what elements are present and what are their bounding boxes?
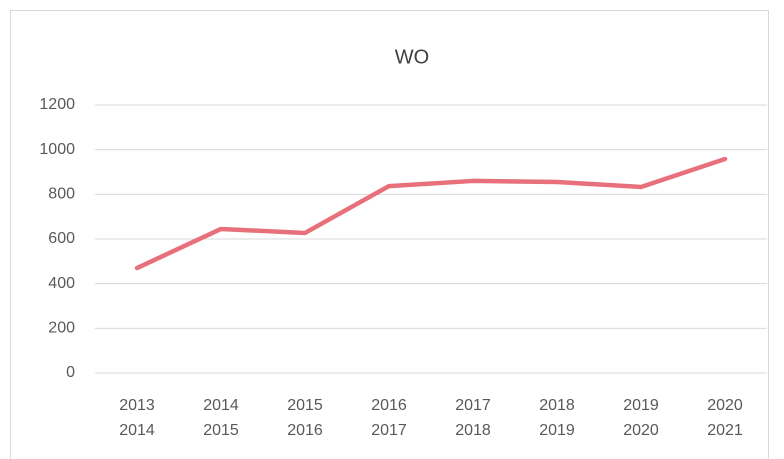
chart-title: WO: [395, 46, 429, 68]
y-tick-label: 400: [48, 275, 75, 292]
x-tick-label: 2015: [203, 422, 239, 439]
y-tick-label: 200: [48, 320, 75, 337]
x-tick-label: 2016: [371, 397, 407, 414]
x-tick-label: 2020: [707, 397, 743, 414]
x-tick-label: 2021: [707, 422, 743, 439]
y-tick-label: 600: [48, 230, 75, 247]
x-tick-label: 2013: [119, 397, 155, 414]
x-tick-label: 2019: [539, 422, 575, 439]
x-tick-label: 2016: [287, 422, 323, 439]
x-tick-label: 2020: [623, 422, 659, 439]
y-tick-label: 800: [48, 186, 75, 203]
x-tick-label: 2015: [287, 397, 323, 414]
x-tick-label: 2014: [203, 397, 239, 414]
x-tick-label: 2018: [539, 397, 575, 414]
x-tick-label: 2014: [119, 422, 155, 439]
data-line: [134, 156, 728, 271]
x-tick-label: 2017: [371, 422, 407, 439]
x-tick-label: 2017: [455, 397, 491, 414]
x-tick-label: 2019: [623, 397, 659, 414]
chart-frame: [10, 10, 769, 459]
x-tick-label: 2018: [455, 422, 491, 439]
y-tick-label: 1000: [39, 141, 75, 158]
y-tick-label: 1200: [39, 96, 75, 113]
y-tick-label: 0: [66, 364, 75, 381]
